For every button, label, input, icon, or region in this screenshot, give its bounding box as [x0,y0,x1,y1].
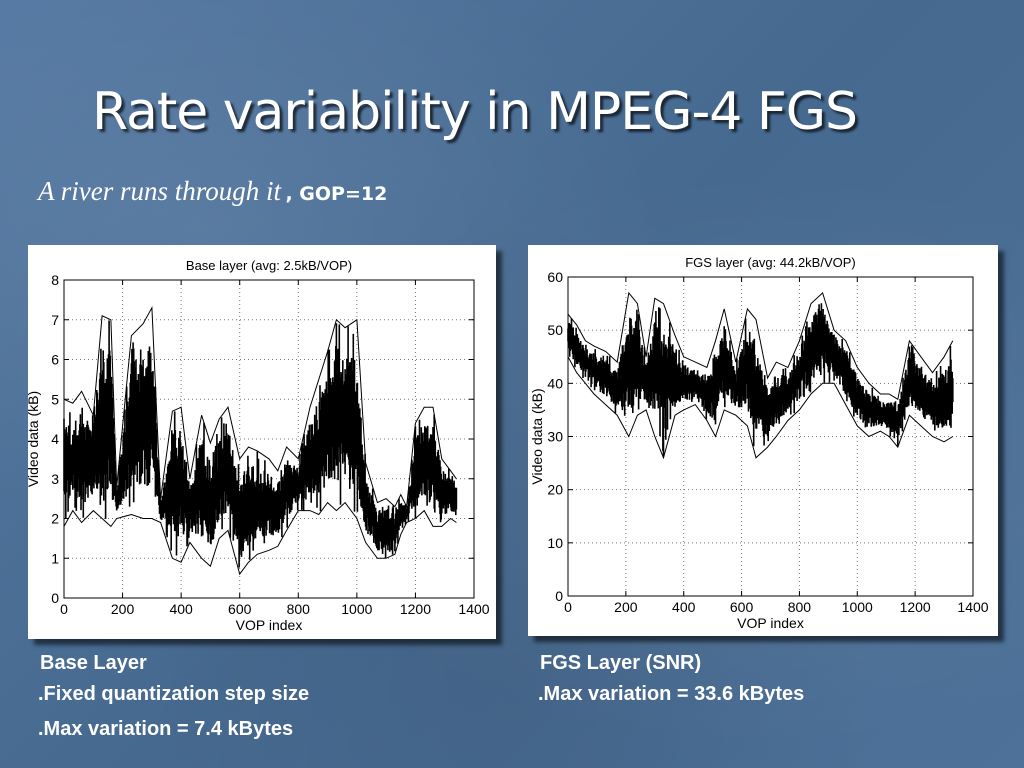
base-x-tick-label: 200 [111,601,135,617]
fgs-x-tick-label: 1000 [842,599,873,615]
base-caption-quantization: .Fixed quantization step size [38,683,310,705]
base-layer-chart: Base layer (avg: 2.5kB/VOP) 0 200 400 600 800… [28,258,490,633]
fgs-trace-min-line [567,356,954,460]
fgs-y-tick-label: 50 [547,322,563,338]
fgs-trace-max-line [567,291,954,401]
fgs-y-tick-label: 20 [547,482,563,498]
fgs-x-tick-label: 600 [730,599,754,615]
slide-title: Rate variability in MPEG-4 FGS [92,82,858,142]
fgs-y-axis-label: Video data (kB) [529,388,545,484]
fgs-chart-title: FGS layer (avg: 44.2kB/VOP) [685,255,856,270]
subtitle-gop: , GOP=12 [285,183,388,205]
base-chart-title: Base layer (avg: 2.5kB/VOP) [186,258,352,273]
base-x-tick-label: 0 [60,601,68,617]
fgs-x-tick-label: 800 [788,599,812,615]
base-caption-max-variation: .Max variation = 7.4 kBytes [38,718,294,740]
fgs-y-tick-label: 40 [547,375,563,391]
base-x-tick-label: 600 [228,601,252,617]
base-x-tick-label: 1000 [341,601,372,617]
base-y-tick-label: 6 [51,352,59,368]
fgs-caption-heading: FGS Layer (SNR) [540,652,702,674]
base-x-axis-label: VOP index [236,617,303,633]
base-x-tick-label: 1200 [400,601,431,617]
base-y-tick-label: 4 [51,431,59,447]
base-y-tick-label: 7 [51,312,59,328]
base-y-tick-label: 0 [51,590,59,606]
fgs-x-tick-label: 400 [672,599,696,615]
base-y-tick-label: 1 [51,550,59,566]
fgs-x-axis-label: VOP index [737,615,804,631]
base-x-tick-label: 400 [169,601,193,617]
base-x-tick-label: 1400 [458,601,489,617]
base-trace-min-line [63,501,457,576]
fgs-y-tick-label: 30 [547,429,563,445]
base-x-tick-label: 800 [287,601,311,617]
base-trace-max-line [63,306,457,509]
fgs-x-tick-label: 1200 [900,599,931,615]
fgs-x-tick-label: 1400 [957,599,988,615]
fgs-layer-chart: FGS layer (avg: 44.2kB/VOP)0 200 400 600 800… [529,255,989,631]
fgs-layer-chart-panel: FGS layer (avg: 44.2kB/VOP) 0 200 400 600 800… [528,245,998,636]
base-y-tick-label: 5 [51,391,59,407]
fgs-y-tick-label: 0 [555,588,563,604]
slide-subtitle: A river runs through it , GOP=12 [38,176,387,207]
base-trace-spikes [63,320,458,568]
base-y-tick-label: 3 [51,471,59,487]
subtitle-movie-name: A river runs through it [38,176,282,206]
fgs-y-tick-label: 60 [547,269,563,285]
base-layer-chart-panel: Base layer (avg: 2.5kB/VOP) 0 200 400 600 800… [28,245,496,639]
base-y-axis-label: Video data (kB) [28,391,41,487]
base-y-tick-label: 8 [51,272,59,288]
base-y-tick-label: 2 [51,511,59,527]
fgs-caption-max-variation: .Max variation = 33.6 kBytes [538,683,805,705]
base-caption-heading: Base Layer [40,652,147,674]
fgs-y-tick-label: 10 [547,535,563,551]
fgs-x-tick-label: 200 [614,599,638,615]
fgs-x-tick-label: 0 [564,599,572,615]
